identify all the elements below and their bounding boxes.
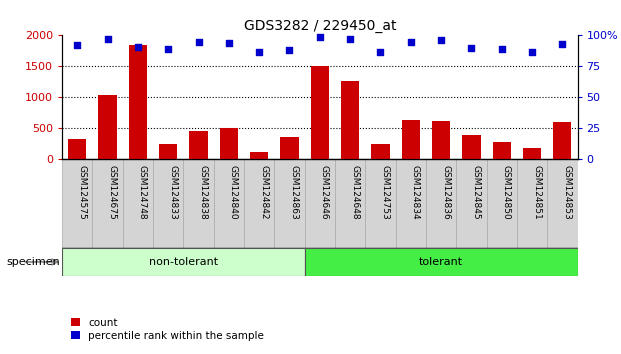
- Text: GSM124833: GSM124833: [168, 165, 177, 220]
- Bar: [68, 139, 86, 159]
- Point: [466, 45, 476, 51]
- Point: [527, 48, 537, 54]
- Text: GSM124840: GSM124840: [229, 165, 238, 220]
- Text: tolerant: tolerant: [419, 257, 463, 267]
- Text: GSM124842: GSM124842: [259, 165, 268, 220]
- Text: GSM124850: GSM124850: [502, 165, 510, 220]
- Bar: [547, 159, 578, 248]
- Text: non-tolerant: non-tolerant: [149, 257, 218, 267]
- Point: [436, 38, 446, 43]
- Text: GSM124675: GSM124675: [107, 165, 117, 220]
- Bar: [220, 128, 238, 159]
- Text: GSM124646: GSM124646: [320, 165, 329, 220]
- Bar: [365, 159, 396, 248]
- Point: [497, 46, 507, 52]
- Bar: [250, 152, 268, 159]
- Bar: [159, 143, 178, 159]
- Title: GDS3282 / 229450_at: GDS3282 / 229450_at: [243, 19, 396, 33]
- Bar: [310, 67, 329, 159]
- Bar: [456, 159, 487, 248]
- Text: GSM124838: GSM124838: [199, 165, 207, 220]
- Point: [376, 48, 386, 54]
- Bar: [335, 159, 365, 248]
- Point: [194, 39, 204, 44]
- Bar: [341, 81, 359, 159]
- Point: [163, 46, 173, 52]
- Bar: [402, 120, 420, 159]
- Point: [224, 40, 234, 46]
- Point: [284, 47, 294, 53]
- Text: GSM124648: GSM124648: [350, 165, 359, 220]
- Text: GSM124845: GSM124845: [471, 165, 481, 220]
- Text: GSM124863: GSM124863: [289, 165, 299, 220]
- Bar: [183, 159, 214, 248]
- Bar: [487, 159, 517, 248]
- Text: GSM124836: GSM124836: [441, 165, 450, 220]
- Point: [133, 44, 143, 49]
- Bar: [432, 121, 450, 159]
- Bar: [99, 95, 117, 159]
- Bar: [281, 137, 299, 159]
- Bar: [123, 159, 153, 248]
- Text: GSM124853: GSM124853: [563, 165, 571, 220]
- Point: [406, 39, 415, 44]
- Point: [315, 34, 325, 39]
- Text: GSM124575: GSM124575: [77, 165, 86, 220]
- Bar: [523, 148, 541, 159]
- Bar: [517, 159, 547, 248]
- Text: GSM124748: GSM124748: [138, 165, 147, 220]
- Bar: [153, 159, 183, 248]
- Bar: [492, 142, 511, 159]
- Bar: [553, 121, 571, 159]
- Bar: [62, 159, 93, 248]
- Bar: [274, 159, 305, 248]
- Point: [102, 36, 112, 42]
- Bar: [189, 131, 207, 159]
- Bar: [305, 159, 335, 248]
- Bar: [462, 135, 481, 159]
- Bar: [426, 159, 456, 248]
- Bar: [371, 144, 389, 159]
- Bar: [305, 248, 578, 276]
- Text: specimen: specimen: [6, 257, 60, 267]
- Bar: [244, 159, 274, 248]
- Bar: [129, 45, 147, 159]
- Text: GSM124851: GSM124851: [532, 165, 541, 220]
- Point: [72, 42, 82, 48]
- Legend: count, percentile rank within the sample: count, percentile rank within the sample: [67, 314, 268, 345]
- Text: GSM124834: GSM124834: [410, 165, 420, 220]
- Point: [254, 48, 264, 54]
- Bar: [214, 159, 244, 248]
- Text: GSM124753: GSM124753: [381, 165, 389, 220]
- Bar: [93, 159, 123, 248]
- Point: [345, 36, 355, 42]
- Bar: [62, 248, 305, 276]
- Point: [558, 41, 568, 47]
- Bar: [396, 159, 426, 248]
